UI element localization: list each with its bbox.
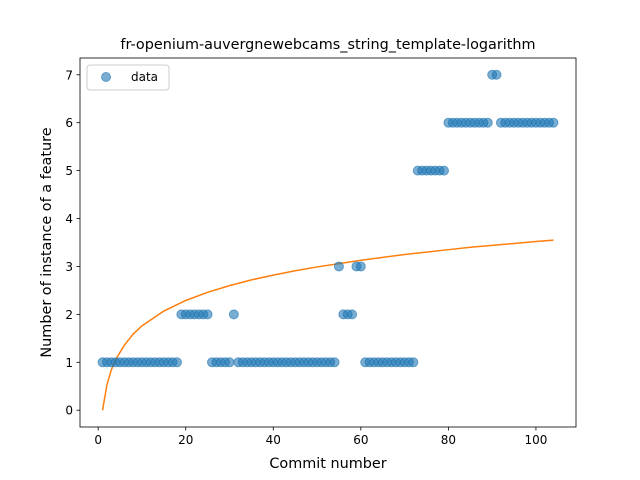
legend: data <box>86 64 170 91</box>
axes-background <box>80 58 576 427</box>
x-axis-label: Commit number <box>269 456 386 472</box>
data-point <box>548 117 559 128</box>
y-tick-label: 6 <box>65 116 73 130</box>
data-point <box>355 261 366 272</box>
data-point <box>224 357 235 368</box>
data-point <box>333 261 344 272</box>
data-point <box>228 309 239 320</box>
legend-marker <box>101 72 111 82</box>
y-tick-label: 2 <box>65 308 73 322</box>
x-tick-label: 20 <box>178 433 193 447</box>
data-point <box>347 309 358 320</box>
y-axis-label: Number of instance of a feature <box>39 127 55 357</box>
y-tick-label: 3 <box>65 260 73 274</box>
axes-frame <box>79 57 577 428</box>
x-axis-ticks: 0 20 40 60 80 100 <box>94 427 547 447</box>
legend-label: data <box>131 70 158 84</box>
fit-line <box>101 239 554 411</box>
y-axis-ticks: 0 1 2 3 4 5 6 7 <box>65 68 80 418</box>
data-point <box>408 357 419 368</box>
y-tick-label: 0 <box>65 404 73 418</box>
legend-box <box>86 64 170 91</box>
chart-title: fr-openium-auvergnewebcams_string_templa… <box>120 37 535 53</box>
fit-layer <box>101 239 554 411</box>
plot-area <box>79 57 577 428</box>
data-point <box>439 165 450 176</box>
y-tick-label: 7 <box>65 68 73 82</box>
x-tick-label: 0 <box>94 433 102 447</box>
x-tick-label: 40 <box>266 433 281 447</box>
data-point <box>202 309 213 320</box>
x-tick-label: 80 <box>441 433 456 447</box>
y-tick-label: 1 <box>65 356 73 370</box>
x-tick-label: 60 <box>353 433 368 447</box>
data-point <box>329 357 340 368</box>
y-tick-label: 4 <box>65 212 73 226</box>
x-tick-label: 100 <box>524 433 547 447</box>
data-point <box>171 357 182 368</box>
data-point <box>491 69 502 80</box>
points-layer <box>97 69 559 368</box>
data-point <box>482 117 493 128</box>
y-tick-label: 5 <box>65 164 73 178</box>
